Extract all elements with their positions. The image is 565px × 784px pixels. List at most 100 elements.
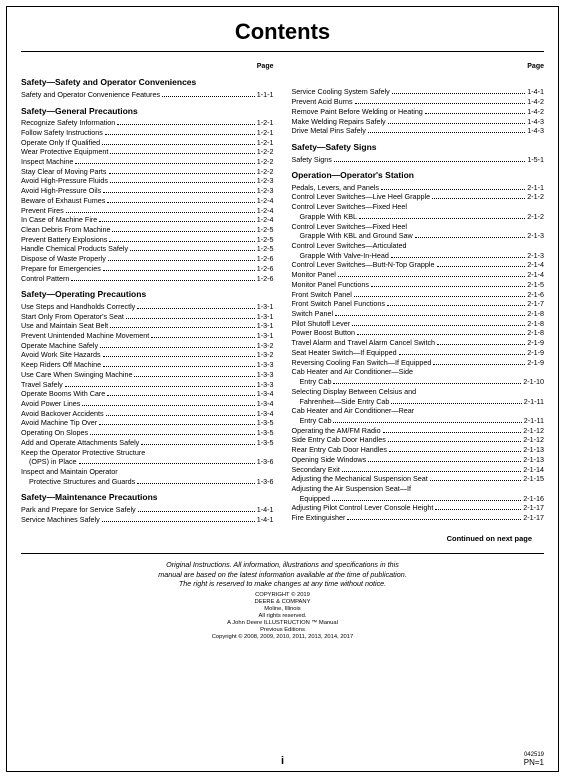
toc-leader-dots <box>371 282 525 287</box>
section-heading: Safety—Safety and Operator Conveniences <box>21 77 274 88</box>
copyright-line: Copyright © 2008, 2009, 2010, 2011, 2013… <box>21 634 544 641</box>
section-heading: Safety—Maintenance Precautions <box>21 492 274 503</box>
toc-entry: Entry Cab2-1-10 <box>292 377 545 387</box>
toc-entry: Pedals, Levers, and Panels2-1-1 <box>292 183 545 193</box>
toc-label: Control Lever Switches—Live Heel Grapple <box>292 192 431 202</box>
toc-entry: Prevent Acid Burns1-4-2 <box>292 97 545 107</box>
toc-label: Front Switch Panel Functions <box>292 299 385 309</box>
toc-entry: Safety and Operator Convenience Features… <box>21 90 274 100</box>
toc-label: Operate Machine Safely <box>21 341 98 351</box>
toc-entry-continuation: Keep the Operator Protective Structure <box>21 448 274 458</box>
toc-leader-dots <box>138 507 255 512</box>
toc-entry-continuation: Control Lever Switches—Articulated <box>292 241 545 251</box>
toc-entry: Follow Safety Instructions1-2-1 <box>21 128 274 138</box>
toc-page-ref: 2-1-9 <box>527 338 544 348</box>
toc-page-ref: 1-2-5 <box>257 244 274 254</box>
toc-page-ref: 1-2-2 <box>257 147 274 157</box>
toc-label: Protective Structures and Guards <box>21 477 135 487</box>
toc-leader-dots <box>109 237 254 242</box>
toc-label: Grapple With Valve-In-Head <box>292 251 389 261</box>
toc-label: Operate Only If Qualified <box>21 138 100 148</box>
toc-label: Recognize Safety Information <box>21 118 115 128</box>
toc-entry: Operating On Slopes1-3-5 <box>21 428 274 438</box>
toc-page-ref: 2-1-4 <box>527 270 544 280</box>
toc-entry: Avoid Machine Tip Over1-3-5 <box>21 418 274 428</box>
toc-leader-dots <box>392 89 525 94</box>
toc-entry-continuation: Adjusting the Air Suspension Seat—If <box>292 484 545 494</box>
toc-leader-dots <box>391 253 525 258</box>
page-header-left: Page <box>21 62 274 71</box>
toc-entry: Add and Operate Attachments Safely1-3-5 <box>21 438 274 448</box>
toc-leader-dots <box>151 333 254 338</box>
toc-label: Opening Side Windows <box>292 455 367 465</box>
toc-label: Inspect Machine <box>21 157 73 167</box>
toc-page-ref: 1-3-5 <box>257 428 274 438</box>
toc-page-ref: 1-4-2 <box>527 107 544 117</box>
toc-entry: Front Switch Panel Functions2-1-7 <box>292 299 545 309</box>
toc-entry: Rear Entry Cab Door Handles2-1-13 <box>292 445 545 455</box>
toc-page-ref: 1-3-4 <box>257 409 274 419</box>
toc-label: Add and Operate Attachments Safely <box>21 438 139 448</box>
toc-page-ref: 1-2-6 <box>257 274 274 284</box>
toc-page-ref: 2-1-2 <box>527 192 544 202</box>
toc-page-ref: 1-1-1 <box>257 90 274 100</box>
toc-page-ref: 2-1-9 <box>527 358 544 368</box>
toc-leader-dots <box>102 517 255 522</box>
page-title: Contents <box>21 19 544 45</box>
toc-leader-dots <box>134 372 254 377</box>
toc-label: Operate Booms With Care <box>21 389 105 399</box>
title-rule <box>21 51 544 52</box>
toc-page-ref: 2-1-17 <box>523 503 544 513</box>
right-column: Page Service Cooling System Safely1-4-1P… <box>292 62 545 524</box>
toc-leader-dots <box>103 362 255 367</box>
toc-label: Adjusting Pilot Control Lever Console He… <box>292 503 434 513</box>
toc-page-ref: 2-1-10 <box>523 377 544 387</box>
toc-label: Keep the Operator Protective Structure <box>21 448 145 458</box>
toc-entry: Avoid Work Site Hazards1-3-2 <box>21 350 274 360</box>
toc-leader-dots <box>99 217 254 222</box>
toc-entry: Entry Cab2-1-11 <box>292 416 545 426</box>
toc-page-ref: 1-4-2 <box>527 97 544 107</box>
toc-label: Grapple With KBL and Ground Saw <box>292 231 413 241</box>
toc-page-ref: 1-3-1 <box>257 312 274 322</box>
toc-entry-continuation: Cab Heater and Air Conditioner—Rear <box>292 406 545 416</box>
toc-page-ref: 1-3-1 <box>257 302 274 312</box>
toc-label: Travel Safely <box>21 380 63 390</box>
toc-label: Monitor Panel Functions <box>292 280 370 290</box>
copyright-line: DEERE & COMPANY <box>21 599 544 606</box>
toc-leader-dots <box>110 178 255 183</box>
toc-entry: Grapple With Valve-In-Head2-1-3 <box>292 251 545 261</box>
toc-page-ref: 2-1-12 <box>523 435 544 445</box>
toc-page-ref: 1-3-6 <box>257 477 274 487</box>
toc-label: Remove Paint Before Welding or Heating <box>292 107 423 117</box>
toc-leader-dots <box>388 437 521 442</box>
toc-leader-dots <box>117 120 254 125</box>
toc-entry-continuation: Selecting Display Between Celsius and <box>292 387 545 397</box>
toc-page-ref: 2-1-9 <box>527 348 544 358</box>
toc-entry: Prevent Unintended Machine Movement1-3-1 <box>21 331 274 341</box>
toc-label: Rear Entry Cab Door Handles <box>292 445 387 455</box>
toc-label: Wear Protective Equipment <box>21 147 108 157</box>
toc-entry: Control Lever Switches—Live Heel Grapple… <box>292 192 545 202</box>
toc-page-ref: 1-5-1 <box>527 155 544 165</box>
toc-leader-dots <box>105 130 255 135</box>
toc-leader-dots <box>387 301 525 306</box>
toc-leader-dots <box>437 340 525 345</box>
toc-page-ref: 2-1-2 <box>527 212 544 222</box>
toc-leader-dots <box>126 313 255 318</box>
toc-page-ref: 1-3-1 <box>257 331 274 341</box>
toc-page-ref: 1-2-4 <box>257 206 274 216</box>
toc-leader-dots <box>355 99 526 104</box>
toc-label: Reversing Cooling Fan Switch—If Equipped <box>292 358 432 368</box>
toc-leader-dots <box>103 188 255 193</box>
toc-label: Switch Panel <box>292 309 334 319</box>
toc-label: Pilot Shutoff Lever <box>292 319 351 329</box>
toc-entry: Operate Only If Qualified1-2-1 <box>21 138 274 148</box>
continued-note: Continued on next page <box>21 534 544 543</box>
toc-entry: Pilot Shutoff Lever2-1-8 <box>292 319 545 329</box>
toc-page-ref: 1-3-3 <box>257 370 274 380</box>
toc-leader-dots <box>415 233 526 238</box>
section-heading: Safety—Safety Signs <box>292 142 545 153</box>
toc-label: Beware of Exhaust Fumes <box>21 196 105 206</box>
toc-entry: Prepare for Emergencies1-2-6 <box>21 264 274 274</box>
